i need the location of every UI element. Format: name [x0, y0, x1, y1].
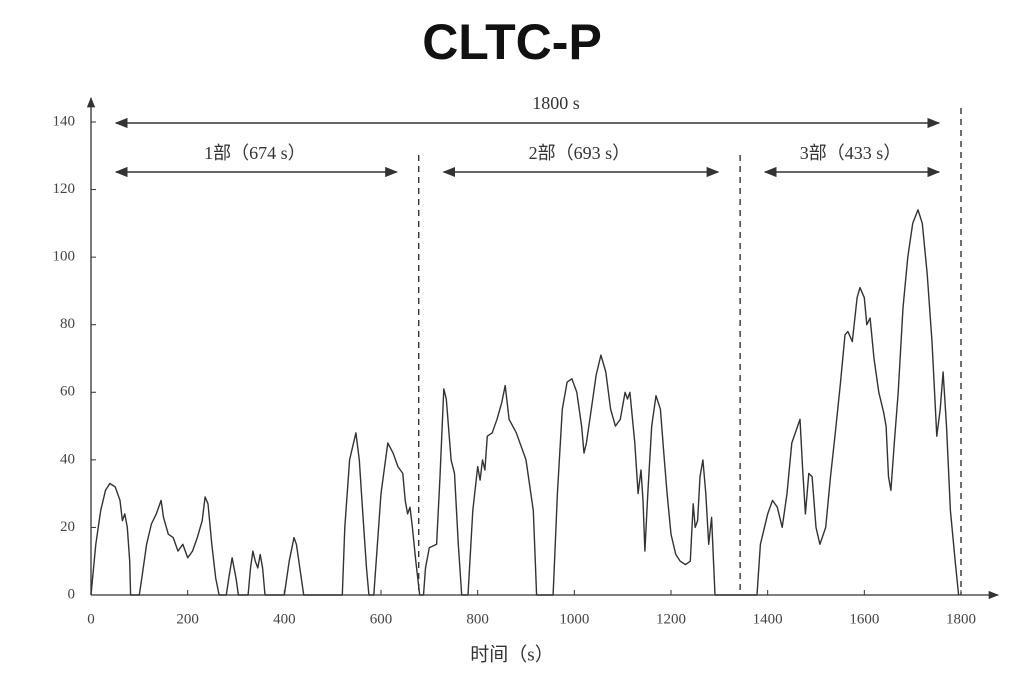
y-tick-label: 0 — [68, 586, 76, 602]
x-tick-label: 0 — [87, 611, 95, 627]
y-tick-label: 120 — [53, 181, 76, 197]
y-tick-label: 20 — [60, 519, 75, 535]
y-tick-label: 100 — [53, 249, 76, 265]
x-tick-label: 200 — [176, 611, 199, 627]
x-tick-label: 1600 — [849, 611, 879, 627]
annotation: 1部（674 s） — [204, 143, 306, 163]
y-tick-label: 60 — [60, 384, 75, 400]
y-tick-label: 140 — [53, 113, 76, 129]
x-tick-label: 1800 — [946, 611, 976, 627]
annotation: 1800 s — [532, 93, 580, 113]
chart-title: CLTC-P — [422, 14, 602, 70]
x-tick-label: 1400 — [753, 611, 783, 627]
x-tick-label: 600 — [370, 611, 393, 627]
y-tick-label: 80 — [60, 316, 75, 332]
x-axis-label: 时间（s） — [470, 643, 553, 665]
x-tick-label: 1000 — [559, 611, 589, 627]
y-tick-label: 40 — [60, 451, 75, 467]
speed-line — [90, 209, 960, 596]
annotation: 3部（433 s） — [800, 143, 902, 163]
x-tick-label: 400 — [273, 611, 296, 627]
annotation: 2部（693 s） — [529, 143, 631, 163]
x-tick-label: 1200 — [656, 611, 686, 627]
x-tick-label: 800 — [466, 611, 489, 627]
